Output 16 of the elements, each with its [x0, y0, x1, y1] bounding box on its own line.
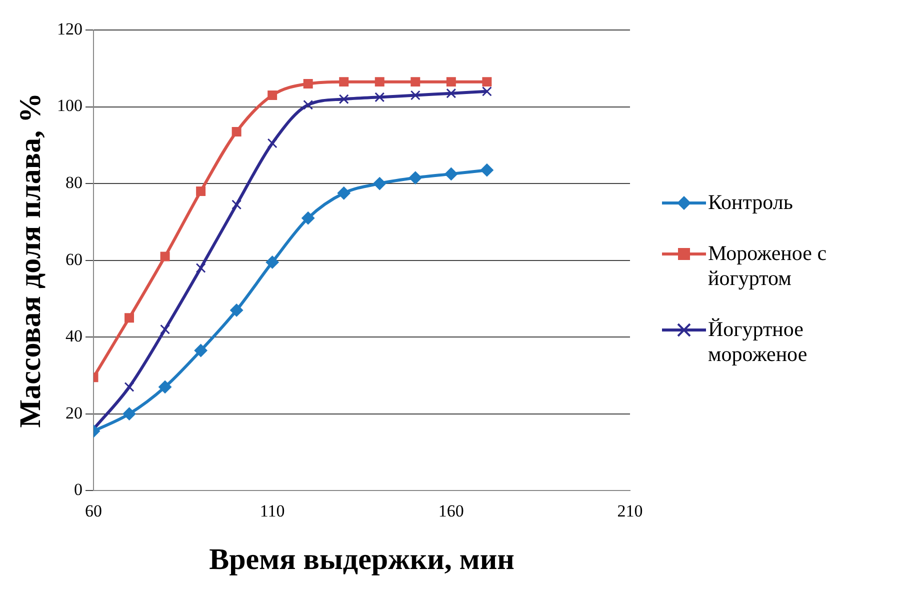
x-tick-label: 160	[438, 501, 464, 520]
y-axis-title: Массовая доля плава, %	[14, 92, 47, 428]
y-tick-label: 20	[66, 403, 82, 422]
legend-label: Йогуртное мороженое	[708, 317, 808, 367]
legend-label: Мороженое с йогуртом	[708, 241, 828, 291]
y-tick-label: 60	[66, 250, 82, 269]
legend-label: Контроль	[708, 190, 793, 215]
x-axis-title: Время выдержки, мин	[209, 542, 514, 576]
x-tick-label: 60	[85, 501, 102, 520]
y-tick-label: 0	[74, 480, 82, 500]
x-tick-label: 210	[617, 501, 643, 520]
y-tick-label: 40	[66, 326, 82, 346]
y-tick-label: 100	[57, 96, 82, 116]
y-tick-label: 80	[66, 173, 82, 192]
y-tick-label: 120	[57, 19, 82, 38]
x-tick-label: 110	[260, 501, 285, 520]
